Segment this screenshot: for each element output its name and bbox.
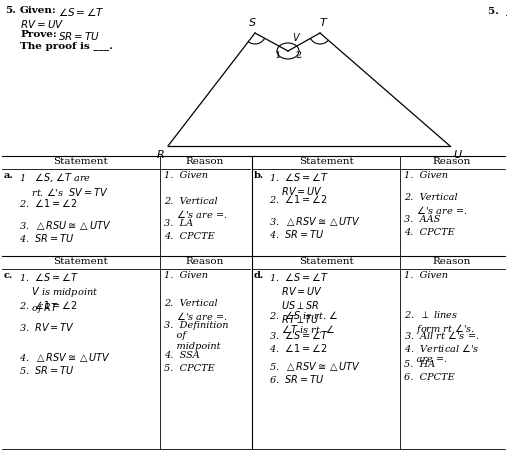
Text: 3.  LA: 3. LA [164, 219, 193, 228]
Text: a.: a. [4, 171, 14, 180]
Text: 1.  $\angle S = \angle T$
    $RV = UV$: 1. $\angle S = \angle T$ $RV = UV$ [269, 171, 329, 197]
Text: 4.  $\angle 1 = \angle 2$: 4. $\angle 1 = \angle 2$ [269, 342, 328, 354]
Text: 5.  HA: 5. HA [404, 360, 435, 369]
Text: 4.  $\triangle RSV \cong \triangle UTV$: 4. $\triangle RSV \cong \triangle UTV$ [19, 351, 111, 364]
Text: 3.  $RV = TV$: 3. $RV = TV$ [19, 321, 75, 333]
Text: Reason: Reason [186, 257, 224, 266]
Text: 2: 2 [295, 51, 301, 60]
Text: 3.  Definition
    of
    midpoint: 3. Definition of midpoint [164, 321, 229, 351]
Text: 3.  $\triangle RSV \cong \triangle UTV$: 3. $\triangle RSV \cong \triangle UTV$ [269, 215, 361, 228]
Text: 4.  CPCTE: 4. CPCTE [404, 228, 455, 237]
Text: $T$: $T$ [319, 16, 329, 28]
Text: Reason: Reason [433, 157, 471, 166]
Text: 2.  $\angle 1 =\angle 2$: 2. $\angle 1 =\angle 2$ [19, 299, 78, 311]
Text: 1.  Given: 1. Given [164, 271, 208, 280]
Text: d.: d. [254, 271, 264, 280]
Text: 1.  $\angle S = \angle T$
    $V$ is midpoint
    of $RT$: 1. $\angle S = \angle T$ $V$ is midpoint… [19, 271, 98, 315]
Text: Reason: Reason [433, 257, 471, 266]
Text: $R$: $R$ [156, 148, 165, 160]
Text: 5.  $\triangle RSV \cong \triangle UTV$: 5. $\triangle RSV \cong \triangle UTV$ [269, 360, 361, 373]
Text: Statement: Statement [299, 257, 353, 266]
Text: 6.  $SR = TU$: 6. $SR = TU$ [269, 373, 324, 385]
Text: 2.  $\perp$ lines
    form rt $\angle$'s.: 2. $\perp$ lines form rt $\angle$'s. [404, 309, 475, 336]
Text: 2.  Vertical
    $\angle$'s are =.: 2. Vertical $\angle$'s are =. [164, 299, 228, 322]
Text: Statement: Statement [299, 157, 353, 166]
Text: Reason: Reason [186, 157, 224, 166]
Text: 4.  $SR = TU$: 4. $SR = TU$ [269, 228, 324, 240]
Text: 1: 1 [275, 51, 281, 60]
Text: $S$: $S$ [247, 16, 257, 28]
Text: 2.  Vertical
    $\angle$'s are =.: 2. Vertical $\angle$'s are =. [404, 193, 467, 216]
Text: b.: b. [254, 171, 264, 180]
Text: 1   $\angle S$, $\angle T$ are
    rt. $\angle$'s  $SV = TV$: 1 $\angle S$, $\angle T$ are rt. $\angle… [19, 171, 109, 198]
Text: 2.  $\angle 1 = \angle 2$: 2. $\angle 1 = \angle 2$ [19, 197, 78, 209]
Text: 4.  Vertical $\angle$'s
    are =.: 4. Vertical $\angle$'s are =. [404, 342, 480, 364]
Text: The proof is ___.: The proof is ___. [20, 42, 113, 51]
Text: 1.  Given: 1. Given [404, 271, 448, 280]
Text: $U$: $U$ [453, 148, 463, 160]
Text: $RV = UV$: $RV = UV$ [20, 18, 64, 30]
Text: 5.  $SR = TU$: 5. $SR = TU$ [19, 364, 75, 376]
Text: 2.  Vertical
    $\angle$'s are =.: 2. Vertical $\angle$'s are =. [164, 197, 228, 220]
Text: 2.  $\angle 1 = \angle 2$: 2. $\angle 1 = \angle 2$ [269, 193, 328, 205]
Text: Statement: Statement [54, 157, 108, 166]
Text: 4.  SSA: 4. SSA [164, 351, 200, 360]
Text: Statement: Statement [54, 257, 108, 266]
Text: 3.  $\angle S = \angle T$: 3. $\angle S = \angle T$ [269, 329, 329, 341]
Text: 4.  $SR = TU$: 4. $SR = TU$ [19, 232, 75, 244]
Text: 2.  $\angle S$ is rt. $\angle$
    $\angle T$ is rt. $\angle$: 2. $\angle S$ is rt. $\angle$ $\angle T$… [269, 309, 338, 335]
Text: Prove:: Prove: [20, 30, 57, 39]
Text: 5.  _: 5. _ [488, 6, 507, 15]
Text: $SR = TU$: $SR = TU$ [58, 30, 100, 42]
Text: c.: c. [4, 271, 13, 280]
Text: 6.  CPCTE: 6. CPCTE [404, 373, 455, 382]
Text: 5.  CPCTE: 5. CPCTE [164, 364, 215, 373]
Text: 3.  $\triangle RSU \cong \triangle UTV$: 3. $\triangle RSU \cong \triangle UTV$ [19, 219, 112, 232]
Text: 3.  AAS: 3. AAS [404, 215, 440, 224]
Text: 3.  All rt $\angle$'s =.: 3. All rt $\angle$'s =. [404, 329, 480, 341]
Text: 1.  Given: 1. Given [404, 171, 448, 180]
Text: $V$: $V$ [292, 31, 301, 43]
Text: $\angle S = \angle T$: $\angle S = \angle T$ [58, 6, 105, 18]
Text: 4.  CPCTE: 4. CPCTE [164, 232, 215, 241]
Text: 1.  Given: 1. Given [164, 171, 208, 180]
Text: 5.: 5. [5, 6, 16, 15]
Text: Given:: Given: [20, 6, 57, 15]
Text: 1.  $\angle S = \angle T$
    $RV = UV$
    $US \perp SR$
    $RT \perp TU$: 1. $\angle S = \angle T$ $RV = UV$ $US \… [269, 271, 329, 325]
